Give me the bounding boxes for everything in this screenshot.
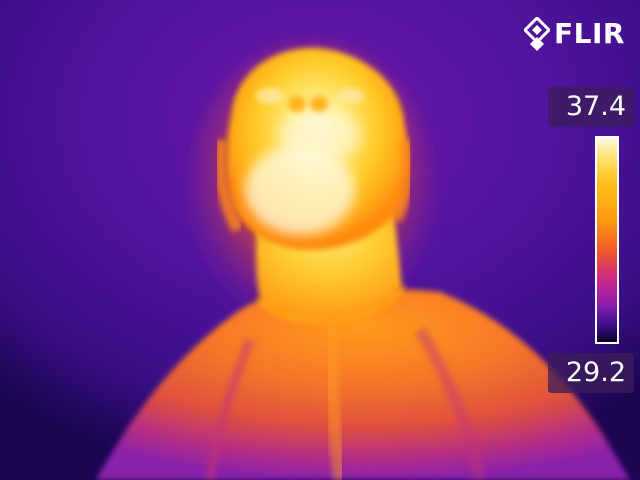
left-nostril — [288, 96, 306, 112]
chin-hotspot — [245, 145, 355, 235]
shirt-region — [96, 289, 630, 480]
flir-logo: FLIR — [524, 15, 625, 53]
flir-logo-text: FLIR — [554, 17, 625, 50]
shirt-fold — [414, 326, 486, 480]
flir-diamond-icon — [524, 17, 550, 51]
right-eye — [336, 88, 364, 104]
color-scale-bar — [595, 136, 619, 344]
shirt-fold — [205, 338, 255, 480]
shirt-fold — [323, 319, 347, 480]
min-temperature-readout: 29.2 — [548, 353, 634, 393]
hair-edge — [390, 139, 414, 223]
hair-edge — [214, 139, 244, 233]
left-eye — [256, 88, 284, 104]
right-nostril — [310, 96, 328, 112]
mouth-hotspot — [280, 107, 360, 163]
collar-region — [255, 285, 405, 326]
max-temperature-readout: 37.4 — [548, 87, 634, 127]
